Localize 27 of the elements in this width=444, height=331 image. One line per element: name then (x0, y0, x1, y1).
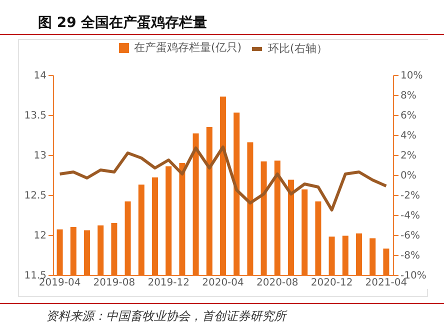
y-tick-label: 13.5 (24, 110, 46, 122)
line-series (58, 146, 388, 212)
y-tick-label: 12.5 (24, 190, 46, 202)
x-tick-label: 2020-12 (310, 278, 353, 288)
x-tick-label: 2021-04 (365, 278, 408, 288)
y2-tick-label: 0% (400, 170, 416, 182)
y-tick-label: 13 (34, 150, 46, 162)
x-tick-label: 2019-12 (148, 278, 190, 288)
y-tick-label: 14 (34, 70, 46, 82)
y2-tick-label: 6% (400, 110, 416, 122)
chart-title: 图 29 全国在产蛋鸡存栏量 (0, 0, 444, 35)
y2-tick-label: -6% (400, 230, 420, 242)
y2-tick-label: 2% (400, 150, 416, 162)
text: 资料来源：中国畜牧业协会，首创证券研究所 (0, 303, 444, 325)
legend-label: 在产蛋鸡存栏量(亿只) (134, 41, 242, 54)
y2-tick-label: 8% (400, 90, 416, 102)
x-tick-label: 2020-08 (256, 278, 298, 288)
y2-tick-label: -4% (400, 210, 420, 222)
y-tick-label: 12 (34, 230, 46, 242)
y2-tick-label: -2% (400, 190, 420, 202)
y2-tick-label: -8% (400, 250, 420, 262)
y2-tick-label: 10% (400, 70, 423, 82)
x-tick-label: 2019-08 (93, 278, 136, 288)
x-tick-label: 2020-04 (202, 278, 244, 288)
y2-tick-label: 4% (400, 130, 416, 142)
legend-label: 环比(右轴） (268, 42, 328, 55)
x-tick-label: 2019-04 (38, 278, 81, 288)
